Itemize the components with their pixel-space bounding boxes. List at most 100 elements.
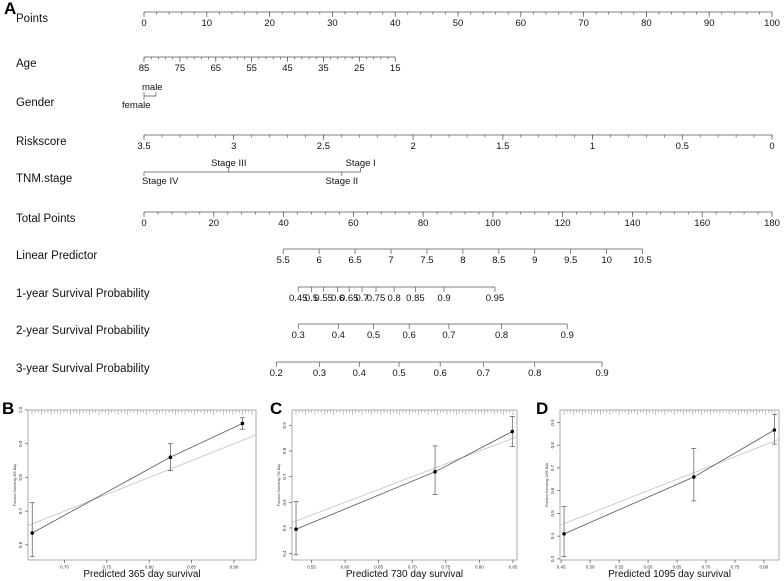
calibration-panel-c: 0.55 0.60 0.65 0.70 0.75 0.80 0.85 0.4 0.5 0.6 0.7… xyxy=(277,409,518,580)
1-year-survival-probability-tick-label: 0.8 xyxy=(388,293,401,304)
panel-c-ideal-line xyxy=(291,436,518,523)
panel-b-y-tick-label: 0.8 xyxy=(18,474,23,481)
age-tick-label: 25 xyxy=(354,63,365,74)
age-tick-label: 45 xyxy=(282,63,293,74)
panel-c-data-point xyxy=(510,429,515,434)
panel-d-y-axis-label: Fraction Surviving 1095 Day xyxy=(545,463,549,507)
total-points-tick-label: 20 xyxy=(208,218,219,229)
panel-c-plot-frame xyxy=(291,409,518,561)
riskscore-tick-label: 1.5 xyxy=(496,141,509,152)
linear-predictor-tick-label: 10.5 xyxy=(633,255,652,266)
riskscore-tick-label: 3.5 xyxy=(137,141,150,152)
panel-d-x-tick-label: 0.45 xyxy=(557,565,566,570)
panel-d-x-tick-label: 0.50 xyxy=(586,565,595,570)
panel-d-x-tick-label: 0.55 xyxy=(615,565,624,570)
age-tick-label: 55 xyxy=(246,63,257,74)
1-year-survival-probability-tick-label: 0.75 xyxy=(367,293,386,304)
total-points-tick-label: 120 xyxy=(555,218,571,229)
panel-d-data-point xyxy=(692,475,696,479)
panel-c-y-axis-label: Fraction Surviving 730 Day xyxy=(277,464,281,506)
2-year-survival-probability-tick-label: 0.7 xyxy=(442,330,455,341)
linear-predictor-tick-label: 6 xyxy=(316,255,321,266)
panel-b-ideal-line xyxy=(27,434,257,526)
panel-d-y-tick-label: 0.3 xyxy=(550,555,555,562)
panel-b-data-point xyxy=(30,531,35,535)
panel-c-calibration-line xyxy=(295,431,513,530)
points-tick-label: 30 xyxy=(327,18,338,29)
panel-b-x-tick-label: 0.80 xyxy=(145,565,154,570)
points-tick-label: 50 xyxy=(453,18,464,29)
1-year-survival-probability-tick-label: 0.6 xyxy=(331,293,344,304)
panel-c-y-tick-label: 0.4 xyxy=(282,550,287,557)
1-year-survival-probability-tick-label: 0.5 xyxy=(305,293,318,304)
1-year-survival-probability-tick-label: 0.85 xyxy=(406,293,425,304)
panel-c-y-tick-label: 0.8 xyxy=(282,447,287,454)
panel-c-x-tick-label: 0.80 xyxy=(475,565,484,570)
points-tick-label: 70 xyxy=(578,18,589,29)
3-year-survival-probability-tick-label: 0.8 xyxy=(528,368,541,379)
calibration-panel-b: 0.70 0.75 0.80 0.85 0.90 0.6 0.7 0.8 0.9 1.0 Predi… xyxy=(13,406,257,580)
total-points-tick-label: 0 xyxy=(141,218,146,229)
1-year-survival-probability-tick-label: 0.95 xyxy=(486,293,505,304)
panel-b-x-axis-label: Predicted 365 day survival xyxy=(83,569,200,580)
3-year-survival-probability-tick-label: 0.5 xyxy=(392,368,405,379)
points-tick-label: 0 xyxy=(141,18,146,29)
points-tick-label: 90 xyxy=(704,18,715,29)
linear-predictor-tick-label: 5.5 xyxy=(277,255,290,266)
panel-d-x-tick-label: 0.80 xyxy=(760,565,769,570)
3-year-survival-probability-tick-label: 0.4 xyxy=(353,368,366,379)
linear-predictor-tick-label: 7 xyxy=(388,255,393,266)
panel-c-x-tick-label: 0.55 xyxy=(307,565,316,570)
age-tick-label: 65 xyxy=(210,63,221,74)
panel-c-x-tick-label: 0.60 xyxy=(341,565,350,570)
riskscore-tick-label: 0.5 xyxy=(676,141,689,152)
panel-c-y-tick-label: 0.5 xyxy=(282,524,287,531)
panel-d-y-tick-label: 0.7 xyxy=(550,464,555,471)
total-points-tick-label: 80 xyxy=(418,218,429,229)
panel-d-data-point xyxy=(562,532,566,536)
linear-predictor-tick-label: 9 xyxy=(532,255,537,266)
panel-d-x-tick-label: 0.65 xyxy=(673,565,682,570)
row-label-1-year-survival-probability: 1-year Survival Probability xyxy=(16,288,150,300)
linear-predictor-tick-label: 7.5 xyxy=(420,255,433,266)
1-year-survival-probability-tick-label: 0.45 xyxy=(289,293,308,304)
panel-d-y-tick-label: 0.4 xyxy=(550,533,555,540)
linear-predictor-tick-label: 10 xyxy=(601,255,612,266)
row-label-points: Points xyxy=(16,13,48,25)
points-tick-label: 10 xyxy=(202,18,213,29)
total-points-tick-label: 40 xyxy=(278,218,289,229)
3-year-survival-probability-tick-label: 0.9 xyxy=(595,368,608,379)
calibration-panel-d: 0.45 0.50 0.55 0.60 0.65 0.70 0.75 0.80 0.3 0.4 0.… xyxy=(545,409,780,580)
age-tick-label: 35 xyxy=(318,63,329,74)
age-tick-label: 15 xyxy=(390,63,401,74)
panel-b-calibration-line xyxy=(32,423,243,534)
panel-d-y-tick-label: 0.5 xyxy=(550,510,555,517)
3-year-survival-probability-tick-label: 0.3 xyxy=(313,368,326,379)
total-points-tick-label: 60 xyxy=(348,218,359,229)
riskscore-tick-label: 0 xyxy=(769,141,774,152)
1-year-survival-probability-tick-label: 0.7 xyxy=(355,293,368,304)
panel-b-x-tick-label: 0.70 xyxy=(60,565,69,570)
points-tick-label: 60 xyxy=(516,18,527,29)
panel-d-y-tick-label: 0.8 xyxy=(550,442,555,449)
panel-c-x-tick-label: 0.65 xyxy=(374,565,383,570)
3-year-survival-probability-tick-label: 0.2 xyxy=(270,368,283,379)
row-label-linear-predictor: Linear Predictor xyxy=(16,250,97,262)
3-year-survival-probability-tick-label: 0.6 xyxy=(434,368,447,379)
1-year-survival-probability-tick-label: 0.9 xyxy=(437,293,450,304)
panel-letter-c: C xyxy=(270,399,282,418)
row-label-riskscore: Riskscore xyxy=(16,136,66,148)
panel-b-y-axis-label: Fraction Surviving 365 Day xyxy=(13,464,17,506)
panel-c-data-point xyxy=(433,469,437,474)
linear-predictor-tick-label: 6.5 xyxy=(348,255,361,266)
panel-d-y-tick-label: 0.9 xyxy=(550,419,555,426)
panel-d-plot-frame xyxy=(559,409,780,561)
panel-b-y-tick-label: 1.0 xyxy=(18,406,23,413)
points-tick-label: 20 xyxy=(264,18,275,29)
1-year-survival-probability-tick-label: 0.65 xyxy=(340,293,359,304)
age-tick-label: 85 xyxy=(139,63,150,74)
total-points-tick-label: 160 xyxy=(694,218,710,229)
panel-letter-a: A xyxy=(4,0,16,18)
panel-c-x-tick-label: 0.85 xyxy=(509,565,518,570)
